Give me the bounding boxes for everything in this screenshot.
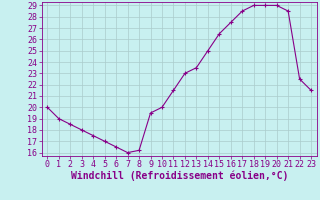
X-axis label: Windchill (Refroidissement éolien,°C): Windchill (Refroidissement éolien,°C): [70, 171, 288, 181]
